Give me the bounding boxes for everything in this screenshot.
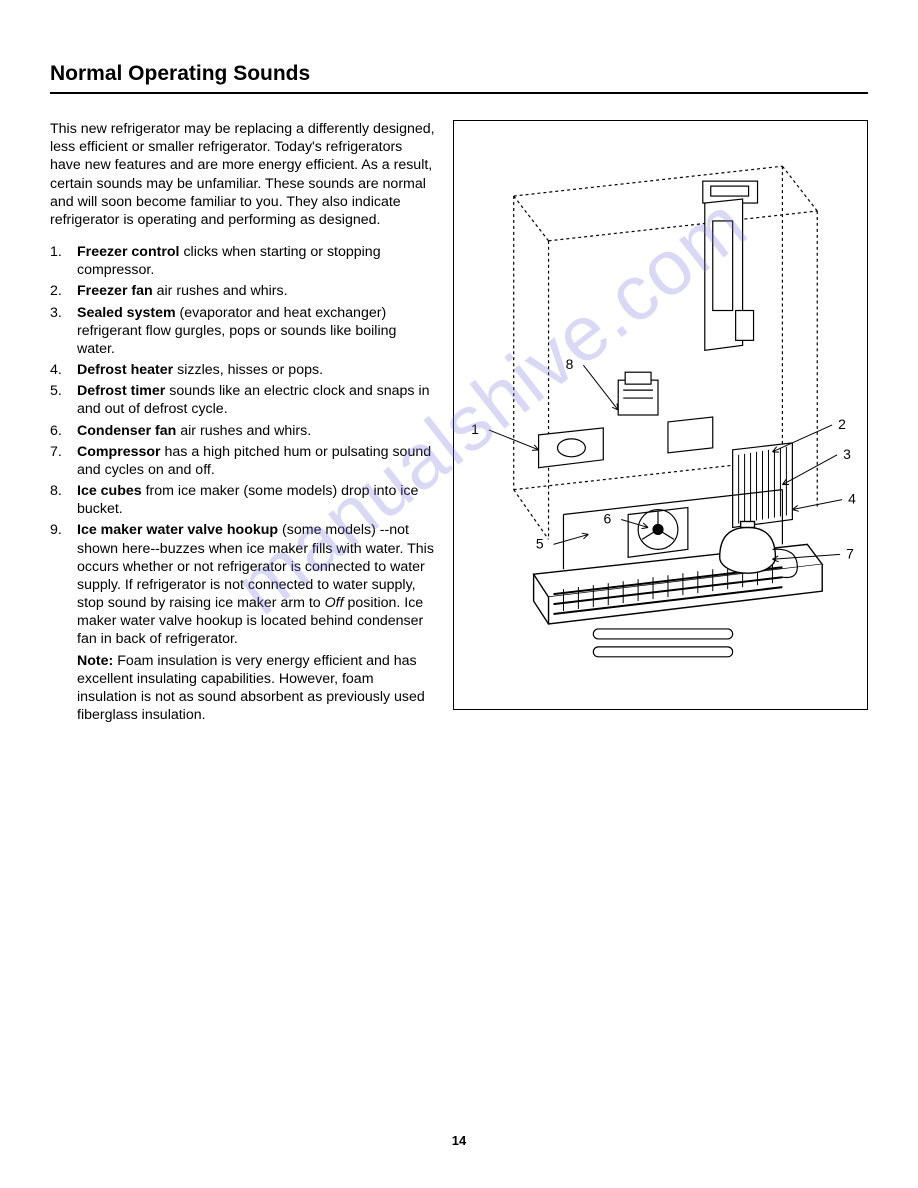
svg-text:8: 8 [566,356,574,372]
item-term: Freezer control [77,244,180,260]
list-item: Ice maker water valve hookup (some model… [50,521,435,648]
intro-paragraph: This new refrigerator may be replacing a… [50,120,435,229]
item-term: Sealed system [77,305,176,321]
item-term: Ice cubes [77,483,142,499]
list-item: Defrost heater sizzles, hisses or pops. [50,361,435,379]
item-desc: air rushes and whirs. [176,423,311,439]
refrigerator-diagram: 1 2 3 4 5 6 7 8 [454,121,867,709]
page-title: Normal Operating Sounds [50,62,868,94]
diagram-frame: 1 2 3 4 5 6 7 8 [453,120,868,710]
svg-text:3: 3 [843,446,851,462]
list-item: Compressor has a high pitched hum or pul… [50,443,435,479]
diagram-column: 1 2 3 4 5 6 7 8 [453,120,868,710]
page-number: 14 [0,1133,918,1148]
text-column: This new refrigerator may be replacing a… [50,120,435,724]
note-text: Foam insulation is very energy efficient… [77,653,425,724]
svg-text:6: 6 [603,510,611,526]
item-term: Defrost heater [77,362,173,378]
item-term: Defrost timer [77,383,165,399]
list-item: Freezer control clicks when starting or … [50,243,435,279]
item-term: Condenser fan [77,423,176,439]
item-desc: sizzles, hisses or pops. [173,362,323,378]
item-term: Freezer fan [77,283,153,299]
item-italic: Off [325,595,344,611]
svg-text:1: 1 [471,421,479,437]
list-item: Freezer fan air rushes and whirs. [50,282,435,300]
content-area: This new refrigerator may be replacing a… [50,120,868,724]
item-term: Compressor [77,444,161,460]
svg-text:5: 5 [536,535,544,551]
svg-text:4: 4 [848,491,856,507]
item-desc: air rushes and whirs. [153,283,288,299]
item-term: Ice maker water valve hookup [77,522,278,538]
list-item: Sealed system (evaporator and heat excha… [50,304,435,359]
svg-text:2: 2 [838,416,846,432]
note-label: Note: [77,653,113,669]
list-item: Ice cubes from ice maker (some models) d… [50,482,435,518]
sounds-list: Freezer control clicks when starting or … [50,243,435,649]
list-item: Condenser fan air rushes and whirs. [50,422,435,440]
note-paragraph: Note: Foam insulation is very energy eff… [50,652,435,725]
list-item: Defrost timer sounds like an electric cl… [50,382,435,418]
svg-text:7: 7 [846,545,854,561]
